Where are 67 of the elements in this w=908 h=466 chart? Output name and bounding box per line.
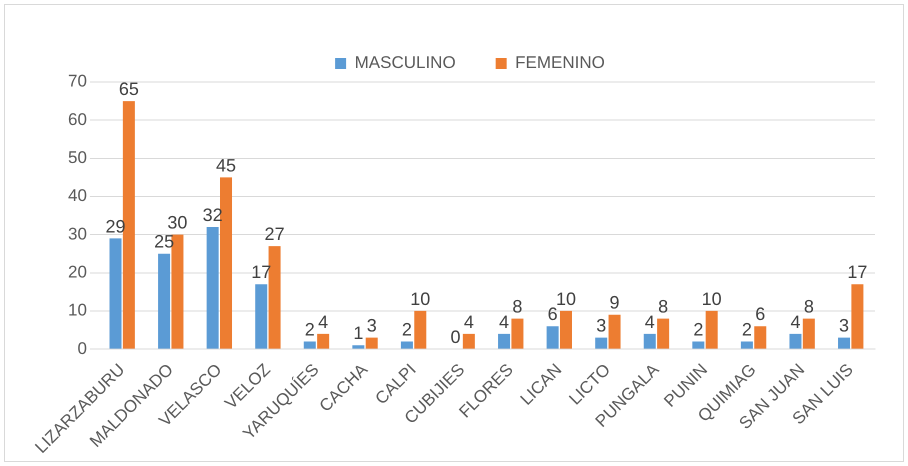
y-tick-label: 40 <box>68 186 87 206</box>
bar <box>158 254 170 349</box>
bar <box>546 326 559 349</box>
bar <box>802 318 815 349</box>
bar <box>595 338 608 349</box>
data-label: 10 <box>702 288 722 309</box>
data-label: 8 <box>804 296 814 317</box>
legend-label: FEMENINO <box>515 53 605 72</box>
data-label: 3 <box>366 316 377 336</box>
bar <box>657 318 670 349</box>
y-tick-label: 0 <box>77 338 87 358</box>
data-label: 9 <box>610 292 620 313</box>
data-label: 2 <box>304 319 315 340</box>
bar <box>608 314 621 349</box>
data-label: 8 <box>512 296 522 317</box>
data-label: 65 <box>118 79 139 100</box>
data-label: 17 <box>847 262 868 282</box>
bar <box>754 326 766 349</box>
data-label: 4 <box>318 312 328 332</box>
bar <box>498 334 510 349</box>
data-label: 4 <box>790 312 800 332</box>
bar <box>317 334 330 349</box>
bar <box>304 341 316 349</box>
data-label: 2 <box>402 319 412 340</box>
y-tick-label: 30 <box>68 224 87 244</box>
data-label: 30 <box>167 212 188 233</box>
legend-label: MASCULINO <box>354 53 456 72</box>
y-tick-label: 50 <box>68 148 87 167</box>
data-label: 3 <box>839 316 850 336</box>
bar <box>414 310 426 349</box>
bar <box>400 341 413 349</box>
bar <box>206 226 219 349</box>
data-label: 10 <box>410 288 430 309</box>
data-label: 1 <box>353 323 364 344</box>
data-label: 3 <box>596 316 606 336</box>
bar <box>220 177 232 349</box>
bar <box>560 310 572 349</box>
bar <box>268 246 281 349</box>
data-label: 6 <box>548 304 558 324</box>
data-label: 27 <box>264 224 285 244</box>
data-label: 2 <box>742 319 752 340</box>
bar <box>706 310 718 349</box>
data-label: 4 <box>499 312 510 332</box>
bar <box>644 334 656 349</box>
bar <box>692 341 704 349</box>
bar <box>851 284 864 349</box>
data-label: 10 <box>556 288 576 309</box>
bar <box>366 338 378 349</box>
y-tick-label: 70 <box>68 72 87 91</box>
bar <box>511 318 524 349</box>
y-tick-label: 60 <box>68 110 87 129</box>
data-label: 4 <box>464 312 474 332</box>
data-label: 8 <box>658 296 668 317</box>
data-label: 2 <box>693 319 704 340</box>
y-tick-label: 20 <box>68 262 87 282</box>
bar <box>462 334 475 349</box>
bar <box>789 334 802 349</box>
data-label: 4 <box>644 312 655 332</box>
bar <box>740 341 753 349</box>
bar <box>352 345 364 349</box>
bar <box>255 284 268 349</box>
bar <box>838 338 850 349</box>
data-label: 0 <box>450 327 460 348</box>
data-label: 45 <box>216 155 236 176</box>
bar <box>110 238 122 349</box>
y-tick-label: 10 <box>68 300 87 320</box>
data-label: 6 <box>755 304 766 324</box>
